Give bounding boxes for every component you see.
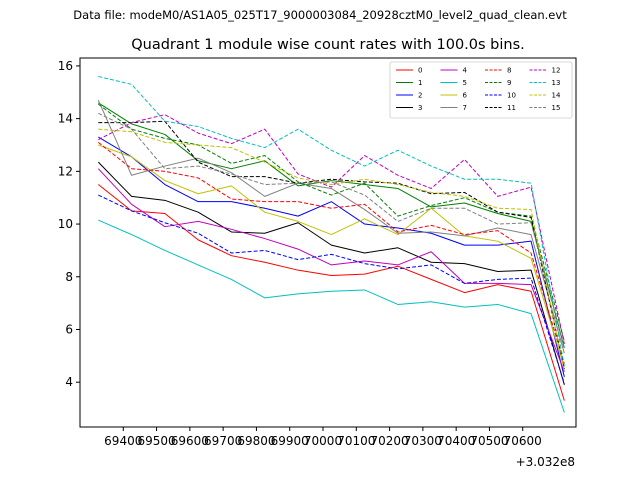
series-line-2 — [98, 136, 565, 378]
legend-label: 5 — [463, 79, 467, 87]
x-tick-label: 70500 — [470, 434, 508, 448]
x-axis-offset-label: +3.032e8 — [516, 455, 575, 469]
legend-label: 14 — [552, 92, 561, 100]
series-line-7 — [97, 99, 565, 354]
series-group — [97, 75, 565, 413]
x-tick-label: 69500 — [137, 434, 175, 448]
y-tick-label: 10 — [58, 217, 73, 231]
x-tick-label: 70200 — [370, 434, 408, 448]
legend-label: 12 — [552, 67, 561, 75]
plot-frame — [79, 57, 577, 428]
x-tick-label: 70100 — [337, 434, 375, 448]
legend-label: 6 — [463, 92, 468, 100]
y-tick-label: 8 — [65, 270, 73, 284]
legend-box — [389, 61, 573, 119]
series-line-12 — [98, 114, 565, 345]
legend-label: 9 — [507, 79, 511, 87]
legend-label: 0 — [418, 67, 422, 75]
y-tick-label: 14 — [58, 112, 73, 126]
series-line-14 — [98, 128, 565, 372]
series-line-0 — [97, 184, 565, 401]
x-tick-label: 69800 — [237, 434, 275, 448]
series-line-1 — [98, 102, 565, 349]
legend-label: 11 — [507, 104, 516, 112]
x-tick-label: 69700 — [204, 434, 242, 448]
series-line-13 — [98, 75, 565, 367]
legend-label: 7 — [463, 104, 467, 112]
series-line-10 — [98, 194, 565, 384]
series-line-9 — [98, 103, 565, 342]
legend-label: 13 — [552, 79, 561, 87]
legend-label: 10 — [507, 92, 516, 100]
series-line-6 — [98, 144, 565, 368]
legend-label: 3 — [418, 104, 422, 112]
x-tick-label: 69400 — [104, 434, 142, 448]
x-tick-label: 70300 — [404, 434, 442, 448]
series-line-8 — [97, 141, 565, 364]
x-tick-label: 69900 — [271, 434, 309, 448]
legend-label: 8 — [507, 67, 511, 75]
y-tick-label: 4 — [65, 375, 73, 389]
x-tick-label: 70600 — [504, 434, 542, 448]
series-line-15 — [98, 112, 565, 350]
y-tick-label: 12 — [58, 164, 73, 178]
x-axis: 6940069500696006970069800699007000070100… — [104, 427, 542, 448]
series-line-4 — [97, 168, 565, 372]
series-line-5 — [98, 219, 565, 413]
y-tick-label: 6 — [65, 322, 73, 336]
x-tick-label: 70400 — [437, 434, 475, 448]
y-tick-label: 16 — [58, 59, 73, 73]
legend-label: 15 — [552, 104, 561, 112]
chart-title: Quadrant 1 module wise count rates with … — [131, 37, 525, 53]
legend-label: 4 — [463, 67, 468, 75]
x-tick-label: 69600 — [171, 434, 209, 448]
y-axis: 4 6 8 10 12 14 16 — [58, 59, 80, 389]
x-tick-label: 70000 — [304, 434, 342, 448]
series-line-3 — [97, 161, 565, 385]
legend-label: 2 — [418, 92, 422, 100]
legend-label: 1 — [418, 79, 422, 87]
series-line-11 — [98, 120, 565, 370]
chart-suptitle: Data file: modeM0/AS1A05_025T17_90000030… — [73, 8, 567, 22]
